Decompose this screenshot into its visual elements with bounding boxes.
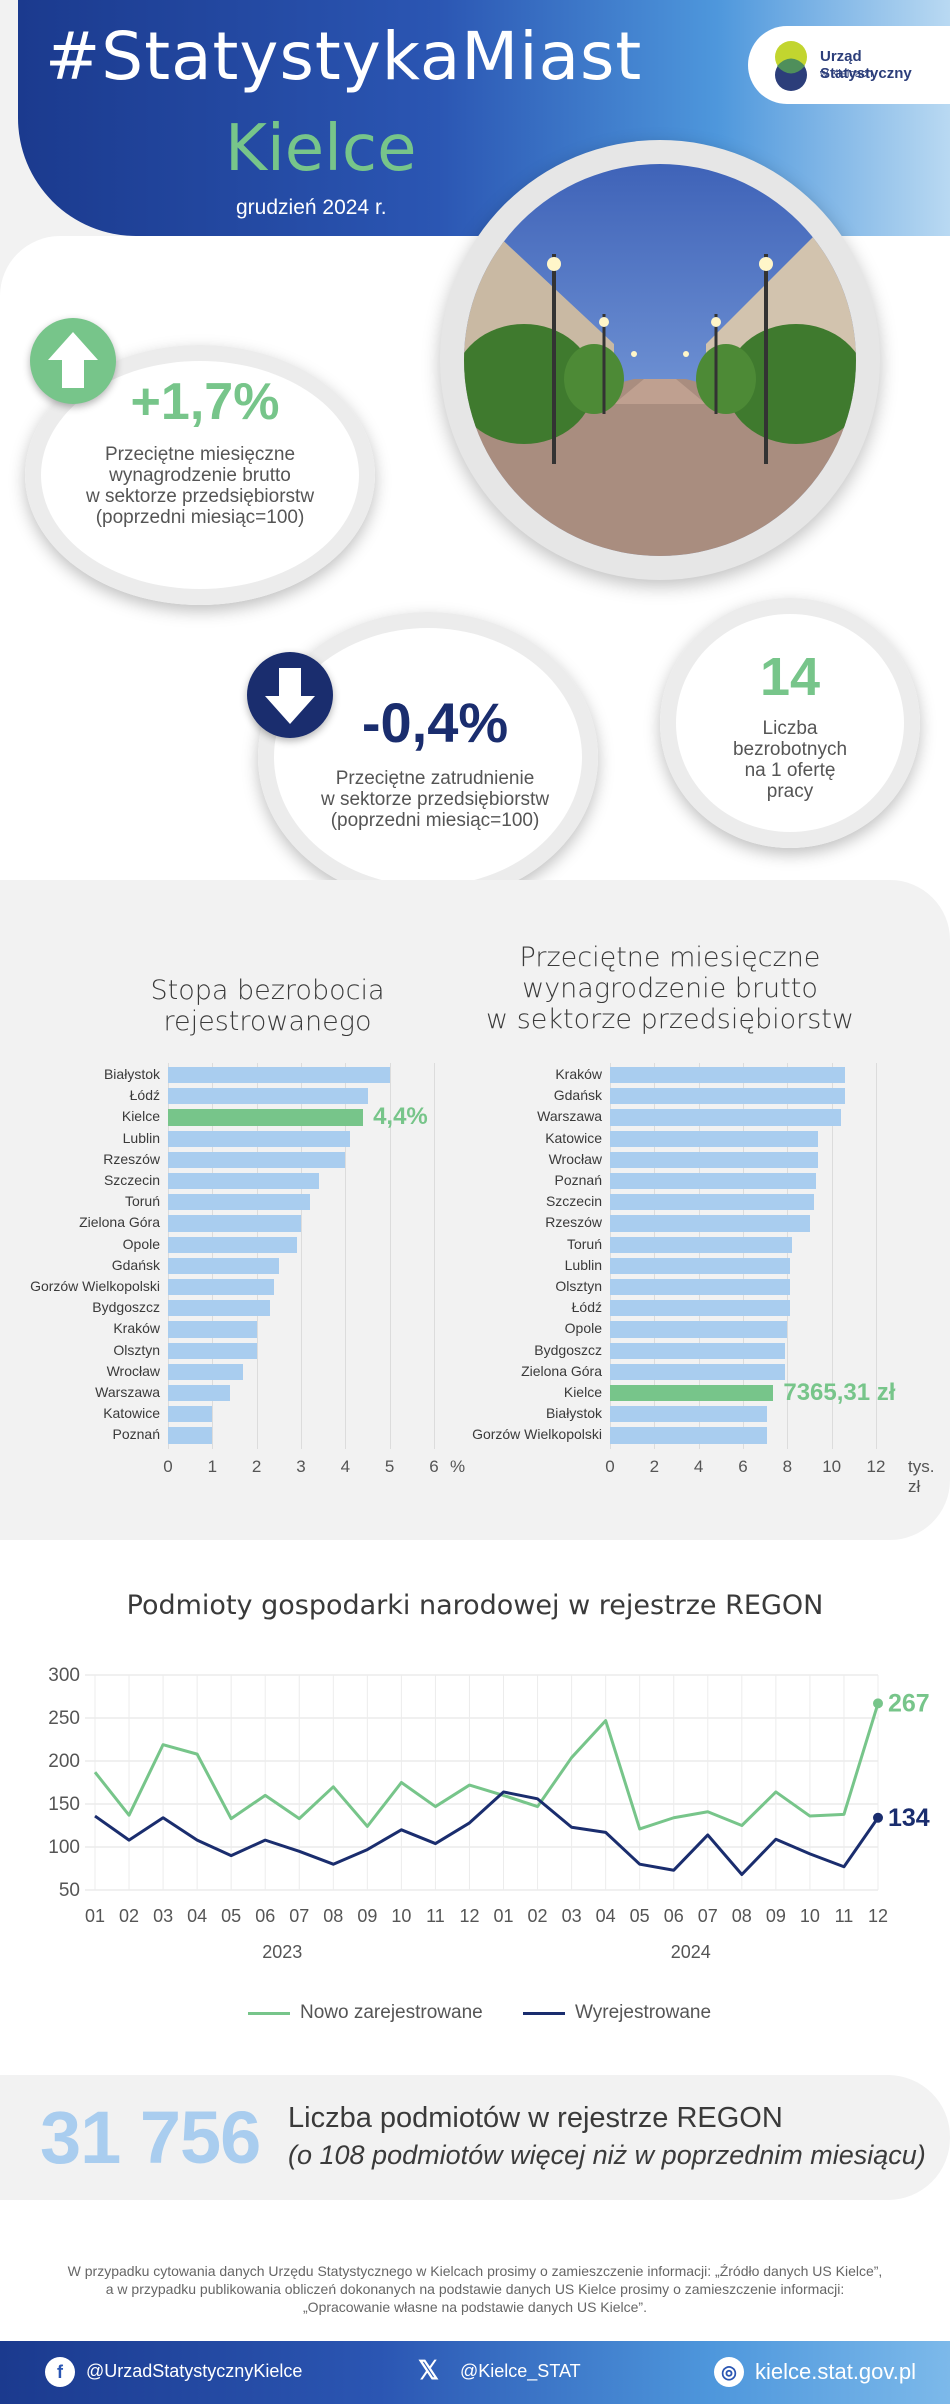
legend-removed-label: Wyrejestrowane bbox=[575, 2002, 712, 2023]
footnote-line2: a w przypadku publikowania obliczeń doko… bbox=[105, 2281, 845, 2297]
regon-x-tick: 10 bbox=[391, 1906, 411, 1926]
regon-x-tick: 12 bbox=[459, 1906, 479, 1926]
regon-x-tick: 05 bbox=[630, 1906, 650, 1926]
wage-title-line2: wynagrodzenie brutto bbox=[522, 973, 818, 1004]
logo-line2: w Kielcach bbox=[820, 68, 873, 80]
footnote-line3: „Opracowanie własne na podstawie danych … bbox=[303, 2299, 647, 2315]
unemployed-desc-line2: bezrobotnych bbox=[732, 739, 848, 760]
wage-desc-line1: Przeciętne miesięczne bbox=[104, 444, 296, 465]
regon-total-value: 31 756 bbox=[40, 2096, 261, 2179]
unemployment-chart-title: Stopa bezrobocia rejestrowanego bbox=[80, 975, 455, 1037]
wage-chart-title: Przeciętne miesięczne wynagrodzenie brut… bbox=[450, 942, 890, 1035]
employment-description: Przeciętne zatrudnienie w sektorze przed… bbox=[285, 768, 585, 831]
regon-summary-box bbox=[0, 2075, 950, 2200]
regon-series-line bbox=[94, 1790, 880, 1877]
regon-y-tick: 150 bbox=[48, 1794, 80, 1815]
regon-x-tick: 07 bbox=[289, 1906, 309, 1926]
wage-title-line3: w sektorze przedsiębiorstw bbox=[486, 1004, 854, 1035]
regon-x-tick: 04 bbox=[187, 1906, 207, 1926]
regon-year-label: 2024 bbox=[671, 1942, 711, 1962]
page-title: #StatystykaMiast bbox=[45, 18, 643, 95]
website-link[interactable]: kielce.stat.gov.pl bbox=[755, 2359, 917, 2384]
wage-desc-line3: w sektorze przedsiębiorstw bbox=[85, 486, 315, 507]
regon-end-point bbox=[873, 1812, 883, 1823]
employment-desc-line2: w sektorze przedsiębiorstw bbox=[320, 789, 550, 810]
globe-icon[interactable]: ◎ bbox=[714, 2357, 744, 2387]
employment-desc-line3: (poprzedni miesiąc=100) bbox=[330, 810, 540, 831]
regon-x-tick: 05 bbox=[221, 1906, 241, 1926]
regon-x-tick: 06 bbox=[664, 1906, 684, 1926]
facebook-link[interactable]: @UrzadStatystycznyKielce bbox=[86, 2361, 303, 2381]
logo-line1: Urząd Statystyczny bbox=[820, 48, 912, 82]
legend-removed-swatch bbox=[523, 2012, 565, 2015]
footer-bar: f @UrzadStatystycznyKielce 𝕏 @Kielce_STA… bbox=[0, 2341, 950, 2404]
us-kielce-logo[interactable]: Urząd Statystyczny w Kielcach bbox=[748, 26, 950, 104]
employment-change-value: -0,4% bbox=[361, 691, 509, 754]
regon-x-tick: 06 bbox=[255, 1906, 275, 1926]
regon-y-tick: 250 bbox=[48, 1708, 80, 1729]
regon-x-tick: 02 bbox=[528, 1906, 548, 1926]
regon-x-tick: 09 bbox=[766, 1906, 786, 1926]
legend-new-swatch bbox=[248, 2012, 290, 2015]
regon-x-tick: 09 bbox=[357, 1906, 377, 1926]
wage-change-value: +1,7% bbox=[130, 373, 280, 431]
arrow-up-icon bbox=[30, 318, 116, 404]
regon-x-tick: 03 bbox=[153, 1906, 173, 1926]
regon-y-tick: 200 bbox=[48, 1751, 80, 1772]
unemployment-title-line2: rejestrowanego bbox=[163, 1006, 372, 1037]
regon-x-tick: 01 bbox=[85, 1906, 105, 1926]
regon-x-tick: 08 bbox=[732, 1906, 752, 1926]
wage-desc-line2: wynagrodzenie brutto bbox=[109, 465, 291, 486]
regon-x-tick: 02 bbox=[119, 1906, 139, 1926]
wage-desc-line4: (poprzedni miesiąc=100) bbox=[95, 507, 305, 528]
wage-description: Przeciętne miesięczne wynagrodzenie brut… bbox=[45, 444, 355, 528]
logo-mark-icon bbox=[775, 41, 807, 91]
facebook-icon[interactable]: f bbox=[45, 2357, 75, 2387]
regon-end-point bbox=[873, 1698, 883, 1709]
regon-chart-title: Podmioty gospodarki narodowej w rejestrz… bbox=[126, 1590, 824, 1621]
regon-x-tick: 04 bbox=[596, 1906, 616, 1926]
regon-legend: Nowo zarejestrowane Wyrejestrowane bbox=[248, 2000, 711, 2026]
unemployed-description: Liczba bezrobotnych na 1 ofertę pracy bbox=[690, 718, 890, 802]
legend-new-label: Nowo zarejestrowane bbox=[300, 2002, 483, 2023]
regon-year-label: 2023 bbox=[262, 1942, 302, 1962]
regon-end-label: 134 bbox=[888, 1804, 930, 1832]
report-date: grudzień 2024 r. bbox=[236, 196, 387, 219]
x-twitter-link[interactable]: @Kielce_STAT bbox=[460, 2361, 581, 2381]
regon-x-tick: 03 bbox=[562, 1906, 582, 1926]
regon-x-tick: 12 bbox=[868, 1906, 888, 1926]
regon-end-label: 267 bbox=[888, 1689, 930, 1717]
wage-title-line1: Przeciętne miesięczne bbox=[519, 942, 821, 973]
unemployed-desc-line3: na 1 ofertę bbox=[744, 760, 836, 781]
regon-y-tick: 50 bbox=[59, 1880, 80, 1901]
regon-series-line bbox=[93, 1702, 880, 1831]
regon-x-tick: 11 bbox=[426, 1906, 445, 1926]
regon-y-tick: 100 bbox=[48, 1837, 80, 1858]
regon-total-label: Liczba podmiotów w rejestrze REGON bbox=[288, 2102, 783, 2134]
regon-x-tick: 10 bbox=[800, 1906, 820, 1926]
unemployed-desc-line1: Liczba bbox=[762, 718, 818, 739]
footnote-line1: W przypadku cytowania danych Urzędu Stat… bbox=[67, 2263, 883, 2279]
regon-x-tick: 07 bbox=[698, 1906, 718, 1926]
regon-total-change: (o 108 podmiotów więcej niż w poprzednim… bbox=[288, 2140, 926, 2170]
unemployment-title-line1: Stopa bezrobocia bbox=[150, 975, 385, 1006]
unemployed-desc-line4: pracy bbox=[766, 781, 814, 802]
x-twitter-icon[interactable]: 𝕏 bbox=[418, 2355, 439, 2385]
city-street-photo bbox=[464, 164, 856, 556]
regon-y-tick: 300 bbox=[48, 1665, 80, 1686]
employment-desc-line1: Przeciętne zatrudnienie bbox=[335, 768, 535, 789]
citation-footnote: W przypadku cytowania danych Urzędu Stat… bbox=[0, 2262, 950, 2316]
unemployed-per-offer-value: 14 bbox=[759, 647, 821, 707]
regon-x-tick: 11 bbox=[835, 1906, 854, 1926]
regon-x-tick: 08 bbox=[323, 1906, 343, 1926]
regon-x-tick: 01 bbox=[494, 1906, 514, 1926]
city-name: Kielce bbox=[225, 112, 417, 186]
unemployed-kpi-circle bbox=[660, 598, 920, 848]
arrow-down-icon bbox=[247, 652, 333, 738]
street-illustration-icon bbox=[464, 164, 856, 556]
